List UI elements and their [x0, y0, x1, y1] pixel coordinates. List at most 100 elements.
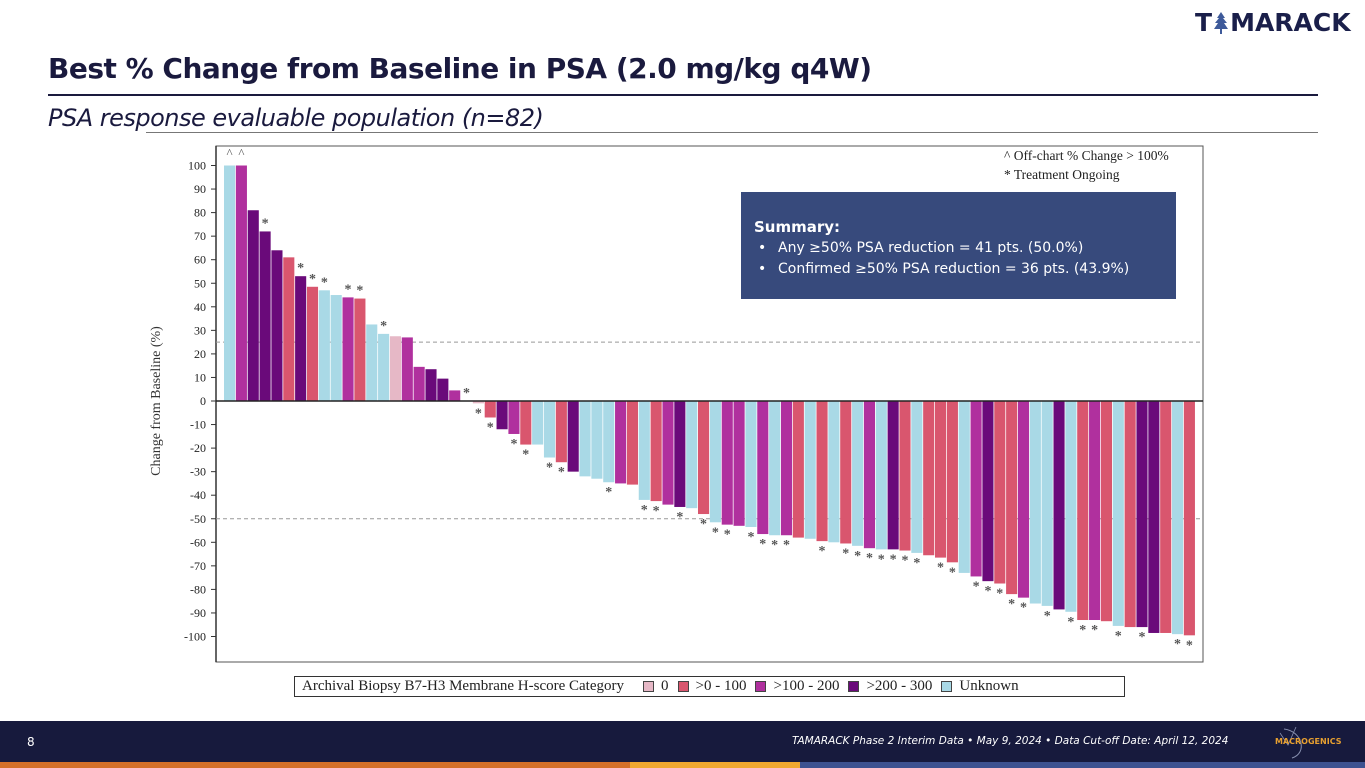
ongoing-marker: * — [890, 552, 897, 567]
bar — [472, 401, 484, 404]
ongoing-marker: * — [1079, 623, 1086, 638]
bar — [662, 401, 674, 505]
bar — [532, 401, 544, 445]
bar — [520, 401, 532, 445]
summary-item: • Confirmed ≥50% PSA reduction = 36 pts. … — [758, 261, 1130, 277]
legend-label: >100 - 200 — [773, 678, 840, 694]
ongoing-note: * Treatment Ongoing — [1004, 167, 1120, 182]
legend-swatch — [677, 681, 689, 692]
bar — [674, 401, 686, 507]
legend-label: >200 - 300 — [866, 678, 933, 694]
ongoing-marker: * — [605, 485, 612, 500]
y-tick-label: -50 — [190, 512, 206, 526]
bar — [733, 401, 745, 526]
bar — [579, 401, 591, 477]
bar — [935, 401, 947, 558]
ongoing-marker: * — [558, 465, 565, 480]
bar — [366, 324, 378, 401]
y-axis: 1009080706050403020100-10-20-30-40-50-60… — [184, 146, 217, 662]
y-tick-label: 100 — [188, 159, 206, 173]
bar — [852, 401, 864, 546]
bar — [1172, 401, 1184, 635]
logo-text-t: T — [1195, 8, 1213, 37]
bar — [638, 401, 650, 500]
footer-stripe-amber — [630, 762, 800, 768]
ongoing-marker: * — [747, 530, 754, 545]
bar — [425, 369, 437, 401]
macrogenics-text: MACROGENICS — [1275, 737, 1342, 746]
bar — [508, 401, 520, 434]
ongoing-marker: * — [1020, 601, 1027, 616]
bar — [863, 401, 875, 549]
legend-label: 0 — [661, 678, 669, 694]
bar — [994, 401, 1006, 584]
legend-title: Archival Biopsy B7-H3 Membrane H-score C… — [302, 678, 625, 694]
ongoing-marker: * — [759, 537, 766, 552]
summary-item: • Any ≥50% PSA reduction = 41 pts. (50.0%… — [758, 240, 1084, 256]
bar — [1160, 401, 1172, 633]
bar — [283, 257, 295, 401]
y-tick-label: -60 — [190, 535, 206, 549]
y-tick-label: 20 — [194, 347, 206, 361]
bar — [1136, 401, 1148, 628]
tamarack-logo: T MARACK — [1195, 8, 1351, 37]
bar — [354, 298, 366, 401]
legend-swatch — [941, 681, 953, 692]
bar — [543, 401, 556, 458]
bar — [389, 336, 401, 401]
footer-text: TAMARACK Phase 2 Interim Data • May 9, 2… — [792, 735, 1229, 747]
bar — [982, 401, 994, 582]
legend-swatch — [755, 681, 767, 692]
bar — [1029, 401, 1041, 604]
bar — [235, 165, 247, 401]
bar — [1053, 401, 1065, 610]
bar — [1148, 401, 1160, 633]
ongoing-marker: * — [1067, 615, 1074, 630]
bar — [1100, 401, 1112, 622]
ongoing-marker: * — [984, 584, 991, 599]
legend-item-0-100: >0 - 100 — [677, 678, 746, 695]
bar — [437, 378, 449, 401]
bar — [828, 401, 840, 543]
bar — [567, 401, 579, 472]
legend-swatch — [848, 681, 860, 692]
ongoing-marker: * — [321, 275, 328, 290]
ongoing-marker: * — [262, 216, 269, 231]
bar — [1077, 401, 1089, 621]
bar — [484, 401, 496, 418]
ongoing-marker: * — [1044, 609, 1051, 624]
ongoing-marker: * — [1091, 623, 1098, 638]
bar — [247, 210, 259, 401]
ongoing-marker: * — [949, 565, 956, 580]
page-subtitle: PSA response evaluable population (n=82) — [48, 104, 544, 132]
ongoing-marker: * — [866, 551, 873, 566]
chart-notes: ^ Off-chart % Change > 100% * Treatment … — [1004, 146, 1169, 184]
title-divider — [48, 94, 1318, 96]
summary-item-text: Confirmed ≥50% PSA reduction = 36 pts. (… — [778, 261, 1130, 277]
bar — [259, 231, 271, 401]
bar — [650, 401, 662, 502]
ongoing-marker: * — [1186, 638, 1193, 653]
bar — [306, 286, 319, 401]
ongoing-marker: * — [712, 525, 719, 540]
y-tick-label: 50 — [194, 276, 206, 290]
ongoing-marker: * — [1174, 637, 1181, 652]
macrogenics-swoosh-icon — [1279, 726, 1302, 759]
bar — [555, 401, 567, 463]
ongoing-marker: * — [854, 549, 861, 564]
bar — [1124, 401, 1136, 628]
bar — [413, 366, 425, 401]
bar — [970, 401, 982, 577]
bar — [1089, 401, 1101, 621]
ongoing-marker: * — [309, 272, 316, 287]
y-tick-label: 0 — [200, 394, 206, 408]
y-tick-label: -30 — [190, 465, 206, 479]
bar — [745, 401, 757, 527]
ongoing-marker: * — [475, 406, 482, 421]
ongoing-marker: * — [487, 420, 494, 435]
y-tick-label: -10 — [190, 418, 206, 432]
y-tick-label: 40 — [194, 300, 206, 314]
bar — [686, 401, 698, 509]
y-tick-label: 30 — [194, 323, 206, 337]
bar — [887, 401, 899, 550]
